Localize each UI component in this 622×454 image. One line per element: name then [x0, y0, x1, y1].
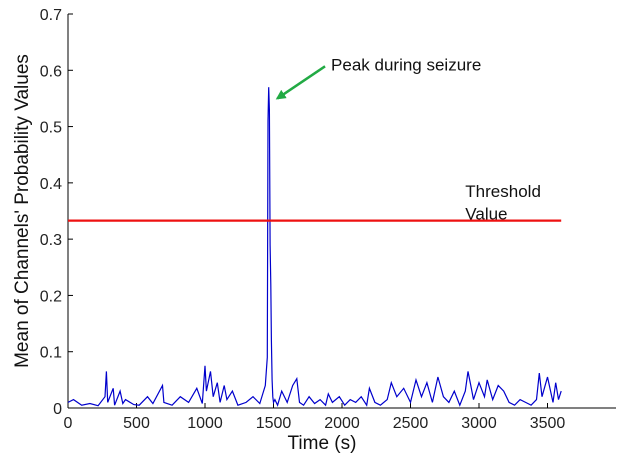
y-axis: 0 0.1 0.2 0.3 0.4 0.5 0.6 0.7	[40, 7, 73, 418]
x-tick-label: 2500	[393, 415, 429, 432]
x-tick-label: 500	[123, 415, 150, 432]
probability-series-line	[67, 87, 562, 407]
x-tick-label: 1500	[256, 415, 292, 432]
y-tick-label: 0	[53, 401, 62, 418]
x-tick-label: 2000	[324, 415, 360, 432]
annotation-arrow	[275, 65, 326, 100]
x-tick-label: 1000	[187, 415, 223, 432]
y-tick-label: 0.3	[40, 232, 62, 249]
annotation-label: Peak during seizure	[331, 55, 481, 74]
y-tick-label: 0.1	[40, 345, 62, 362]
annotation-label: Threshold	[465, 182, 541, 201]
y-tick-label: 0.7	[40, 7, 62, 24]
annotation-layer: Peak during seizure Threshold Value	[275, 55, 541, 223]
series-layer	[67, 87, 562, 407]
y-axis-title: Mean of Channels' Probability Values	[12, 54, 33, 368]
x-axis-title: Time (s)	[288, 433, 357, 454]
x-axis: 0 500 1000 1500 2000 2500 3000 3500	[64, 403, 566, 432]
y-tick-label: 0.6	[40, 63, 62, 80]
annotation-label: Value	[465, 204, 507, 223]
y-tick-label: 0.4	[40, 176, 62, 193]
x-tick-label: 0	[64, 415, 73, 432]
x-tick-label: 3000	[461, 415, 497, 432]
y-tick-label: 0.5	[40, 120, 62, 137]
x-tick-label: 3500	[530, 415, 566, 432]
y-tick-label: 0.2	[40, 288, 62, 305]
